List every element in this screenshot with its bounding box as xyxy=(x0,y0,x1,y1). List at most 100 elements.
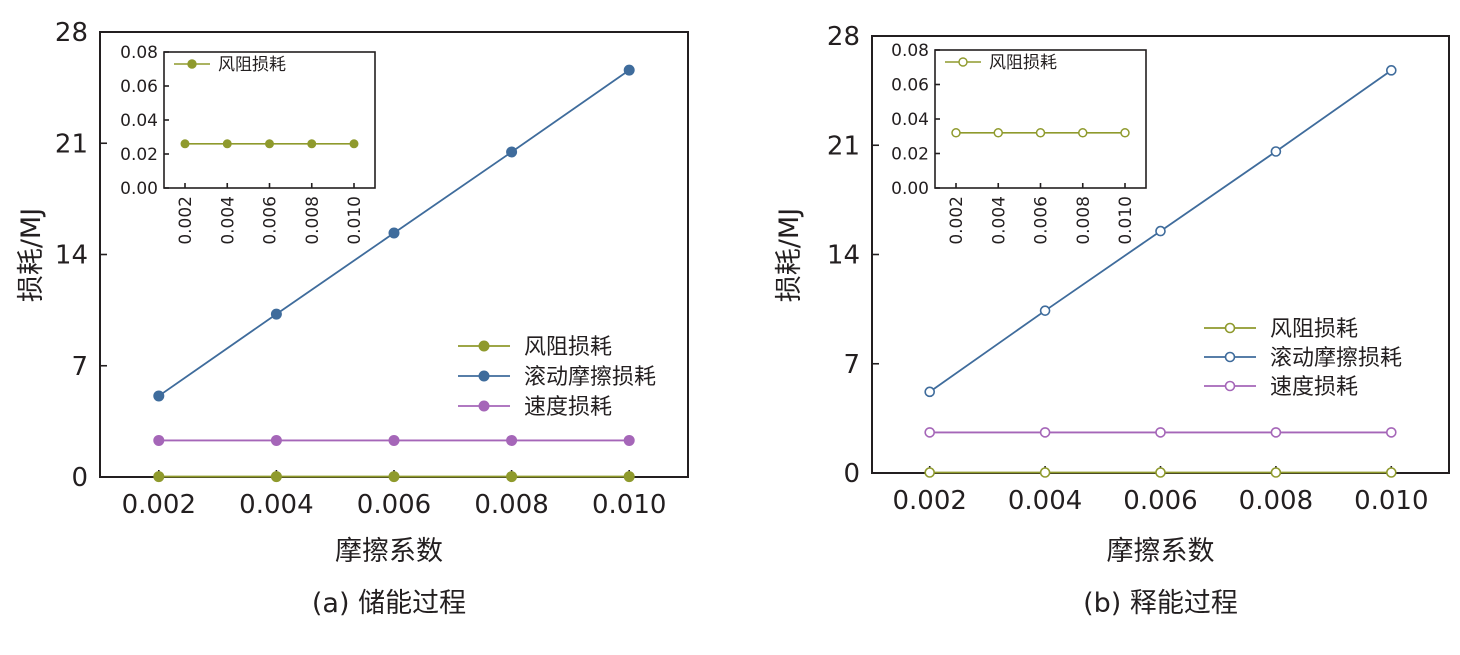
data-point-wind xyxy=(1155,467,1166,478)
legend-swatch-marker xyxy=(478,370,490,382)
x-tick-label: 0.010 xyxy=(592,490,666,520)
inset-y-tick-label: 0.00 xyxy=(891,179,929,199)
data-point-wind xyxy=(1039,467,1051,478)
data-point-speed xyxy=(153,434,165,446)
x-tick-label: 0.006 xyxy=(1123,486,1197,516)
inset-legend-label: 风阻损耗 xyxy=(218,55,286,75)
legend-swatch-marker xyxy=(1224,322,1236,334)
inset-data-point xyxy=(951,128,961,138)
data-point-speed xyxy=(388,434,400,446)
data-point-wind xyxy=(623,471,635,483)
x-tick-label: 0.002 xyxy=(122,490,196,520)
legend-label: 速度损耗 xyxy=(524,395,612,420)
y-axis-label: 损耗/MJ xyxy=(774,208,805,302)
data-point-wind xyxy=(506,471,518,483)
x-tick-label: 0.006 xyxy=(357,490,431,520)
x-tick-label: 0.002 xyxy=(892,486,966,516)
x-axis-label: 摩擦系数 xyxy=(335,536,443,567)
legend-swatch-marker xyxy=(478,340,490,352)
y-tick-label: 21 xyxy=(55,129,88,159)
inset-data-point xyxy=(1120,128,1130,138)
inset-data-point xyxy=(222,139,232,149)
x-tick-label: 0.004 xyxy=(1008,486,1082,516)
y-tick-label: 0 xyxy=(71,463,88,493)
inset-x-tick-label: 0.004 xyxy=(218,196,238,245)
data-point-rolling xyxy=(1386,65,1397,76)
panel-a: 0 7 14 21 28 0.002 0.004 0.006 0.008 0.010 摩擦系数 损耗/… xyxy=(16,18,689,619)
data-point-rolling xyxy=(153,390,165,402)
legend-label: 风阻损耗 xyxy=(524,335,612,360)
inset-y-tick-label: 0.00 xyxy=(120,179,158,199)
inset-x-tick-label: 0.008 xyxy=(1074,196,1094,245)
inset-y-tick-label: 0.08 xyxy=(891,41,929,61)
legend-label: 速度损耗 xyxy=(1270,375,1358,400)
y-tick-label: 28 xyxy=(827,22,860,52)
x-tick-label: 0.008 xyxy=(1239,486,1313,516)
inset-legend-swatch-marker xyxy=(958,57,968,67)
y-axis-label: 损耗/MJ xyxy=(16,208,47,302)
panel-caption: (a) 储能过程 xyxy=(312,588,466,619)
data-point-speed xyxy=(924,427,936,438)
data-point-rolling xyxy=(388,227,400,239)
data-point-speed xyxy=(1386,427,1397,438)
data-point-rolling xyxy=(1155,225,1166,237)
data-point-wind xyxy=(388,471,400,483)
inset-frame xyxy=(163,51,376,189)
inset-data-point xyxy=(307,139,317,149)
legend-swatch-marker xyxy=(478,400,490,412)
inset-data-point xyxy=(1078,128,1088,138)
data-point-wind xyxy=(1270,467,1282,478)
data-point-wind xyxy=(153,471,165,483)
data-point-rolling xyxy=(623,64,635,76)
x-axis-label: 摩擦系数 xyxy=(1107,536,1215,567)
data-point-rolling xyxy=(1039,305,1051,316)
inset-y-tick-label: 0.06 xyxy=(120,77,158,97)
inset-x-tick-label: 0.002 xyxy=(176,196,196,245)
inset-frame xyxy=(934,49,1147,189)
y-tick-label: 7 xyxy=(71,352,88,382)
y-tick-label: 14 xyxy=(55,241,88,271)
data-point-wind xyxy=(270,471,282,483)
data-point-speed xyxy=(1039,427,1051,438)
inset-data-point xyxy=(265,139,274,149)
data-point-rolling xyxy=(270,308,282,320)
inset-x-tick-label: 0.008 xyxy=(303,196,323,245)
inset-data-point xyxy=(993,128,1003,138)
y-tick-label: 28 xyxy=(55,18,88,48)
y-tick-label: 21 xyxy=(827,131,860,161)
data-point-speed xyxy=(623,434,635,446)
inset-x-tick-label: 0.010 xyxy=(1116,196,1136,245)
data-point-rolling xyxy=(1270,146,1282,157)
data-point-wind xyxy=(924,467,936,478)
legend-swatch-marker xyxy=(1224,351,1236,363)
inset-legend-swatch-marker xyxy=(187,59,197,69)
inset-y-tick-label: 0.02 xyxy=(891,145,929,165)
inset-x-tick-label: 0.004 xyxy=(989,196,1009,245)
inset-data-point xyxy=(1035,128,1046,138)
inset-data-point xyxy=(180,139,190,149)
inset-y-tick-label: 0.02 xyxy=(120,145,158,165)
legend-label: 滚动摩擦损耗 xyxy=(524,365,656,390)
inset-y-tick-label: 0.08 xyxy=(120,43,158,63)
x-tick-label: 0.004 xyxy=(239,490,313,520)
inset-y-tick-label: 0.04 xyxy=(891,110,929,130)
data-point-speed xyxy=(270,434,282,446)
x-tick-label: 0.008 xyxy=(474,490,548,520)
inset-y-tick-label: 0.04 xyxy=(120,111,158,131)
legend-label: 风阻损耗 xyxy=(1270,317,1358,342)
data-point-rolling xyxy=(924,386,936,398)
inset-x-tick-label: 0.010 xyxy=(345,196,365,245)
x-tick-label: 0.010 xyxy=(1354,486,1428,516)
inset-x-tick-label: 0.006 xyxy=(261,196,281,245)
inset-data-point xyxy=(349,139,359,149)
data-point-rolling xyxy=(506,146,518,158)
inset-x-tick-label: 0.002 xyxy=(947,196,967,245)
data-point-wind xyxy=(1386,467,1397,478)
panel-b: 0 7 14 21 28 0.002 0.004 0.006 0.008 0.010 摩擦系数 损耗/… xyxy=(774,22,1450,619)
legend-swatch-marker xyxy=(1224,380,1236,392)
y-tick-label: 7 xyxy=(843,350,860,380)
y-tick-label: 14 xyxy=(827,241,860,271)
inset-x-tick-label: 0.006 xyxy=(1032,196,1052,245)
panel-caption: (b) 释能过程 xyxy=(1083,588,1238,619)
